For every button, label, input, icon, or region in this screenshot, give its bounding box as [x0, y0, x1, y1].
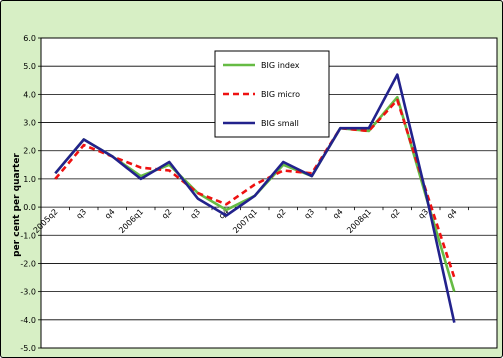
y-tick-label: 4.0 — [23, 90, 36, 99]
y-tick-label: 5.0 — [23, 62, 36, 71]
y-tick-label: 2.0 — [23, 147, 36, 156]
y-tick-label: 0.0 — [23, 203, 36, 212]
legend-label: BIG index — [261, 61, 300, 70]
legend-label: BIG small — [261, 119, 299, 128]
legend: BIG index BIG micro BIG small — [214, 50, 330, 138]
series-lines — [54, 73, 456, 323]
y-tick-label: 6.0 — [23, 34, 36, 43]
y-tick-label: 1.0 — [23, 175, 36, 184]
y-tick-label: -5.0 — [20, 344, 36, 353]
y-tick-label: 3.0 — [23, 119, 36, 128]
y-axis-ticks: -5.0 -4.0 -3.0 -2.0 -1.0 0.0 1.0 2.0 3.0 4.0 5.0 6.… — [20, 34, 41, 353]
y-tick-label: -2.0 — [20, 259, 36, 268]
y-tick-label: -3.0 — [20, 288, 36, 297]
legend-label: BIG micro — [261, 90, 300, 99]
series-line-big-micro — [54, 98, 456, 278]
y-tick-label: -4.0 — [20, 316, 36, 325]
y-axis-label: per cent per quarter — [12, 153, 22, 257]
y-tick-label: -1.0 — [20, 231, 36, 240]
series-line-big-small — [54, 73, 456, 323]
